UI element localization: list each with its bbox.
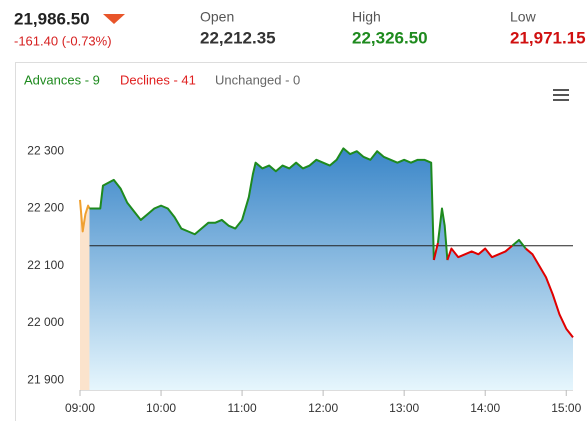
legend-unchanged[interactable]: Unchanged - 0 (215, 72, 300, 87)
price-line (511, 238, 527, 250)
legend-declines[interactable]: Declines - 41 (120, 72, 196, 87)
y-tick-label: 22 300 (27, 143, 64, 157)
price-line (446, 244, 513, 261)
down-arrow (103, 14, 125, 24)
x-tick-label: 15:00 (551, 401, 581, 415)
low-label: Low (510, 9, 537, 25)
chart-frame (15, 62, 587, 421)
x-tick-label: 11:00 (228, 401, 257, 415)
price-line (89, 147, 435, 261)
y-tick-label: 22 000 (27, 315, 64, 329)
pre-open-area (80, 199, 90, 390)
x-tick-label: 09:00 (65, 401, 95, 415)
price: 21,986.50 (14, 9, 90, 28)
low-value: 21,971.15 (510, 28, 586, 47)
legend-advances[interactable]: Advances - 9 (24, 72, 100, 87)
open-label: Open (200, 9, 234, 25)
price-line (432, 242, 439, 261)
session-area (89, 148, 573, 390)
menu-icon[interactable] (553, 89, 569, 101)
change: -161.40 (-0.73%) (14, 33, 112, 48)
x-tick-label: 12:00 (308, 401, 338, 415)
y-tick-label: 21 900 (27, 372, 64, 386)
high-label: High (352, 9, 381, 25)
price-line (436, 207, 449, 261)
pre-open-line (79, 199, 91, 233)
x-tick-label: 14:00 (470, 401, 500, 415)
price-line (525, 247, 574, 338)
y-tick-label: 22 100 (27, 258, 64, 272)
x-tick-label: 10:00 (146, 401, 176, 415)
y-tick-label: 22 200 (27, 201, 64, 215)
open-value: 22,212.35 (200, 28, 276, 47)
high-value: 22,326.50 (352, 28, 428, 47)
x-tick-label: 13:00 (389, 401, 419, 415)
